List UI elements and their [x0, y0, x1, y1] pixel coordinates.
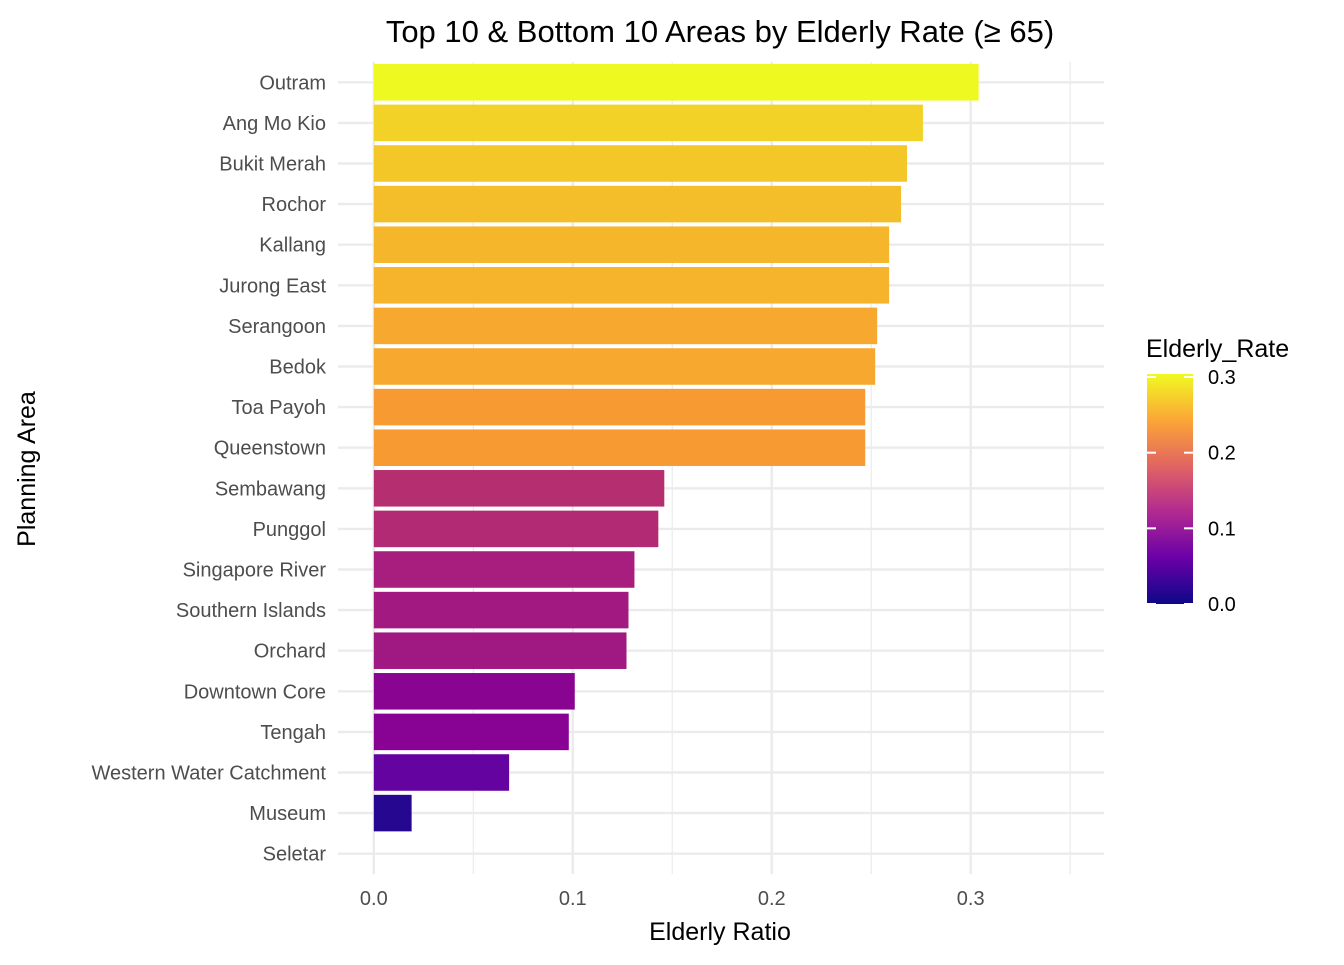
x-tick-label: 0.0 — [360, 888, 388, 910]
legend-tick-label: 0.2 — [1208, 443, 1236, 465]
legend-tick-label: 0.3 — [1208, 367, 1236, 389]
y-tick-label: Punggol — [253, 519, 326, 541]
chart-title: Top 10 & Bottom 10 Areas by Elderly Rate… — [386, 14, 1054, 49]
bars — [373, 64, 979, 832]
y-tick-label: Ang Mo Kio — [223, 113, 326, 135]
y-tick-label: Queenstown — [214, 438, 326, 460]
y-tick-labels: Outram Ang Mo Kio Bukit Merah Rochor Kallang… — [91, 72, 327, 865]
legend-tick-label: 0.0 — [1208, 594, 1236, 616]
y-tick-label: Rochor — [262, 194, 327, 216]
bar — [373, 754, 510, 791]
bar — [373, 429, 866, 466]
y-tick-label: Western Water Catchment — [91, 763, 326, 785]
y-axis-title: Planning Area — [13, 391, 41, 547]
y-tick-label: Outram — [259, 72, 326, 94]
bar — [373, 226, 890, 263]
legend-colorbar — [1147, 374, 1193, 604]
bar — [373, 551, 635, 588]
legend-tick-label: 0.1 — [1208, 518, 1236, 540]
bar — [373, 145, 908, 182]
x-axis-title: Elderly Ratio — [649, 918, 791, 946]
y-tick-label: Toa Payoh — [231, 397, 326, 419]
legend-ticks: 0.3 0.2 0.1 0.0 — [1147, 367, 1236, 616]
bar — [373, 348, 876, 385]
bar — [373, 510, 659, 548]
color-legend: Elderly_Rate 0.3 0.2 0.1 0.0 — [1146, 335, 1289, 616]
bar — [373, 64, 979, 101]
bar — [373, 388, 866, 426]
bar — [373, 591, 629, 629]
y-tick-label: Orchard — [254, 641, 326, 663]
y-tick-label: Kallang — [259, 235, 326, 257]
x-tick-label: 0.2 — [758, 888, 786, 910]
grid — [338, 62, 1104, 874]
y-tick-label: Seletar — [263, 844, 327, 866]
bar — [373, 794, 412, 832]
legend-title: Elderly_Rate — [1146, 335, 1289, 363]
y-tick-label: Southern Islands — [176, 600, 326, 622]
x-tick-labels: 0.0 0.1 0.2 0.3 — [360, 888, 985, 910]
bar — [373, 185, 902, 223]
y-tick-label: Tengah — [260, 722, 326, 744]
y-tick-label: Sembawang — [215, 478, 326, 500]
y-tick-label: Bedok — [269, 357, 327, 379]
bar — [373, 267, 890, 304]
bar — [373, 307, 878, 345]
y-tick-label: Jurong East — [219, 275, 326, 297]
y-tick-label: Singapore River — [183, 560, 327, 582]
bar — [373, 632, 627, 669]
y-tick-label: Bukit Merah — [219, 154, 326, 176]
y-tick-label: Serangoon — [228, 316, 326, 338]
x-tick-label: 0.3 — [957, 888, 985, 910]
x-tick-label: 0.1 — [559, 888, 587, 910]
y-tick-label: Downtown Core — [184, 681, 326, 703]
bar — [373, 713, 569, 751]
bar — [373, 470, 665, 507]
y-tick-label: Museum — [249, 803, 326, 825]
bar — [373, 673, 575, 710]
bar — [373, 104, 923, 142]
